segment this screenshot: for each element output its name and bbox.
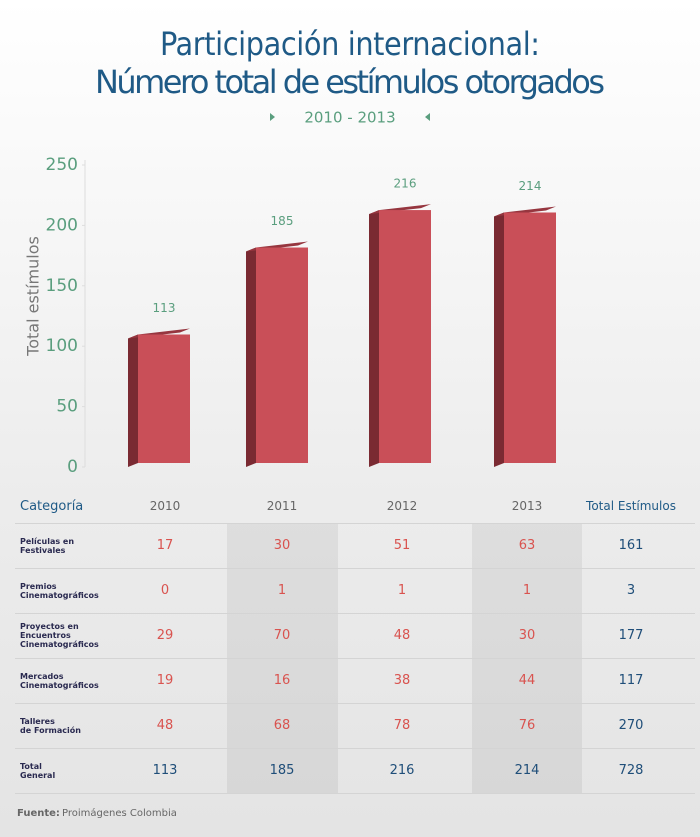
y-axis-label: Total estímulos bbox=[24, 236, 43, 357]
row-divider bbox=[15, 793, 695, 794]
y-tick-label: 150 bbox=[46, 276, 78, 296]
table-cell: 78 bbox=[393, 718, 411, 733]
table-cell: 16 bbox=[273, 673, 291, 688]
y-tick-label: 0 bbox=[67, 457, 78, 477]
row-label: Total General bbox=[20, 761, 56, 780]
table-cell: 161 bbox=[618, 538, 644, 553]
row-divider bbox=[15, 703, 695, 704]
table-cell: 185 bbox=[269, 763, 295, 778]
row-label: Premios Cinematográficos bbox=[20, 581, 99, 600]
table-header: Categoría bbox=[20, 498, 84, 514]
bar-side bbox=[494, 212, 504, 467]
row-divider bbox=[15, 523, 695, 524]
table-cell: 214 bbox=[514, 763, 540, 778]
row-divider bbox=[15, 568, 695, 569]
table-cell: 29 bbox=[156, 628, 174, 643]
table-cell: 48 bbox=[156, 718, 174, 733]
row-divider bbox=[15, 748, 695, 749]
table-header: 2013 bbox=[511, 499, 543, 513]
y-tick-label: 50 bbox=[56, 397, 78, 417]
table-cell: 1 bbox=[397, 583, 407, 598]
table-cell: 19 bbox=[156, 673, 174, 688]
table-cell: 3 bbox=[626, 583, 636, 598]
table-cell: 113 bbox=[152, 763, 178, 778]
bar bbox=[504, 212, 556, 463]
y-tick-label: 250 bbox=[46, 155, 78, 175]
table-cell: 117 bbox=[618, 673, 644, 688]
table-header: Total Estímulos bbox=[586, 499, 676, 513]
bar-side bbox=[369, 210, 379, 467]
table-cell: 17 bbox=[156, 538, 174, 553]
table-cell: 76 bbox=[518, 718, 536, 733]
value-label: 216 bbox=[394, 177, 417, 191]
table-header: 2012 bbox=[386, 499, 418, 513]
row-divider bbox=[15, 658, 695, 659]
table-cell: 70 bbox=[273, 628, 291, 643]
marker bbox=[425, 113, 430, 121]
table-cell: 270 bbox=[618, 718, 644, 733]
chart-title: Participación internacional: bbox=[160, 25, 540, 63]
table-header: 2010 bbox=[149, 499, 181, 513]
table-cell: 0 bbox=[160, 583, 170, 598]
table-cell: 177 bbox=[618, 628, 644, 643]
row-label: Proyectos en Encuentros Cinematográficos bbox=[20, 622, 99, 649]
row-label: Talleres de Formación bbox=[20, 716, 81, 735]
table-cell: 30 bbox=[518, 628, 536, 643]
y-tick-label: 200 bbox=[46, 215, 78, 235]
marker bbox=[270, 113, 275, 121]
bar bbox=[379, 210, 431, 463]
table-cell: 728 bbox=[618, 763, 644, 778]
table-cell: 48 bbox=[393, 628, 411, 643]
table-cell: 44 bbox=[518, 673, 536, 688]
value-label: 185 bbox=[271, 214, 294, 228]
table-cell: 216 bbox=[389, 763, 415, 778]
bar-side bbox=[246, 247, 256, 467]
source-label: Fuente: bbox=[17, 807, 60, 819]
row-divider bbox=[15, 613, 695, 614]
table-header: 2011 bbox=[266, 499, 298, 513]
chart: Participación internacional: Número tota… bbox=[24, 25, 606, 477]
source-text: Proimágenes Colombia bbox=[62, 807, 177, 819]
table-cell: 63 bbox=[518, 538, 536, 553]
table-cell: 30 bbox=[273, 538, 291, 553]
row-label: Mercados Cinematográficos bbox=[20, 671, 99, 690]
y-tick-label: 100 bbox=[46, 336, 78, 356]
bar bbox=[256, 247, 308, 463]
row-label: Películas en Festivales bbox=[20, 536, 75, 555]
table-cell: 1 bbox=[277, 583, 287, 598]
chart-subtitle: 2010 - 2013 bbox=[304, 109, 395, 127]
table-cell: 38 bbox=[393, 673, 411, 688]
value-label: 214 bbox=[519, 179, 542, 193]
table-cell: 51 bbox=[393, 538, 411, 553]
bar-side bbox=[128, 334, 138, 467]
table-cell: 1 bbox=[522, 583, 532, 598]
value-label: 113 bbox=[153, 301, 176, 315]
chart-title: Número total de estímulos otorgados bbox=[95, 63, 605, 101]
table-cell: 68 bbox=[273, 718, 291, 733]
bar bbox=[138, 334, 190, 463]
